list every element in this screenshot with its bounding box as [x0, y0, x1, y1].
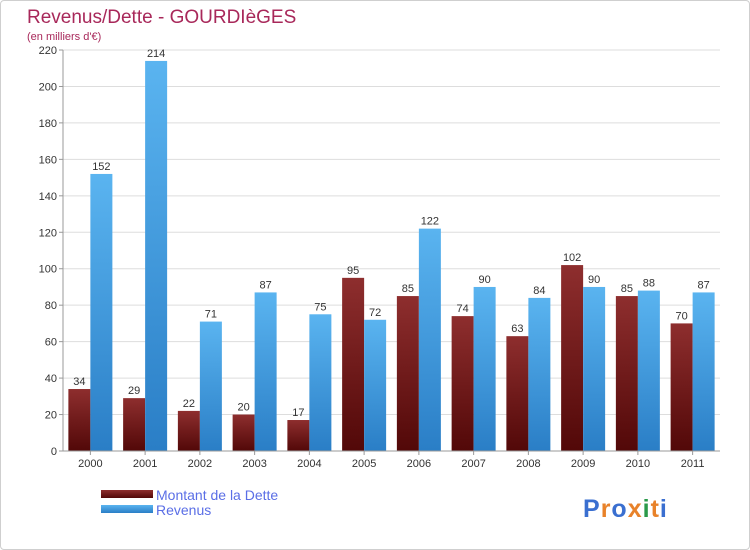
- y-tick-label: 60: [45, 337, 57, 349]
- x-tick-label: 2009: [571, 458, 595, 470]
- bar-dette: [396, 296, 419, 451]
- svg-text:Proxiti: Proxiti: [583, 495, 668, 523]
- value-label: 22: [183, 398, 195, 410]
- value-label: 90: [479, 274, 491, 286]
- y-tick-label: 100: [39, 264, 57, 276]
- proxiti-logo: Proxiti: [583, 495, 668, 523]
- value-label: 87: [260, 279, 272, 291]
- bar-dette: [451, 316, 474, 451]
- value-label: 17: [292, 407, 304, 419]
- x-tick-label: 2002: [188, 458, 212, 470]
- x-tick-label: 2003: [242, 458, 266, 470]
- x-tick-label: 2011: [681, 458, 705, 470]
- value-label: 122: [421, 216, 439, 228]
- bars: [68, 60, 715, 452]
- bar-dette: [670, 323, 693, 451]
- bar-revenus: [692, 292, 715, 451]
- bar-revenus: [199, 321, 222, 451]
- x-tick-label: 2000: [78, 458, 102, 470]
- value-label: 84: [533, 285, 545, 297]
- x-tick-label: 2007: [461, 458, 485, 470]
- legend-label-debt: Montant de la Dette: [156, 487, 278, 503]
- bar-revenus: [90, 173, 113, 452]
- bar-dette: [561, 265, 584, 451]
- bar-dette: [615, 296, 638, 451]
- bar-dette: [232, 414, 255, 451]
- value-label: 34: [73, 376, 85, 388]
- value-labels: 34 152 29 214 22 71 20 87 17 75 95 72 85 122 74 90 63 84 1…: [73, 48, 710, 419]
- x-axis-ticks: 2000 2001 2002 2003 2004 2005 2006 2007 2008 2009…: [78, 451, 704, 470]
- bar-revenus: [473, 286, 496, 451]
- legend-swatch-debt: [101, 490, 153, 498]
- bar-dette: [287, 420, 310, 451]
- gridlines: [63, 49, 720, 416]
- value-label: 71: [205, 309, 217, 321]
- bar-revenus: [528, 297, 551, 451]
- bar-dette: [177, 410, 200, 451]
- value-label: 72: [369, 307, 381, 319]
- value-label: 88: [643, 278, 655, 290]
- y-tick-label: 220: [39, 45, 57, 57]
- value-label: 90: [588, 274, 600, 286]
- bar-dette: [506, 336, 529, 451]
- value-label: 102: [563, 252, 581, 264]
- x-tick-label: 2005: [352, 458, 376, 470]
- bar-dette: [123, 398, 146, 451]
- bar-revenus: [364, 319, 387, 451]
- bar-dette: [342, 277, 365, 451]
- value-label: 214: [147, 48, 165, 60]
- y-tick-label: 200: [39, 81, 57, 93]
- legend: Montant de la Dette Revenus: [101, 487, 278, 518]
- value-label: 63: [511, 323, 523, 335]
- y-axis-ticks: 0 20 40 60 80 100 120 140 160 180 200 220: [39, 45, 64, 458]
- legend-label-revenus: Revenus: [156, 502, 211, 518]
- value-label: 74: [457, 303, 469, 315]
- bar-revenus: [583, 286, 606, 451]
- y-tick-label: 0: [51, 446, 57, 458]
- chart-title: Revenus/Dette - GOURDIèGES: [27, 7, 296, 28]
- bar-revenus: [637, 290, 660, 451]
- y-tick-label: 120: [39, 227, 57, 239]
- x-tick-label: 2008: [516, 458, 540, 470]
- value-label: 87: [698, 279, 710, 291]
- x-tick-label: 2010: [626, 458, 650, 470]
- y-tick-label: 160: [39, 154, 57, 166]
- y-tick-label: 20: [45, 410, 57, 422]
- value-label: 85: [621, 283, 633, 295]
- value-label: 70: [676, 310, 688, 322]
- value-label: 75: [314, 301, 326, 313]
- x-tick-label: 2001: [133, 458, 157, 470]
- x-tick-label: 2006: [407, 458, 431, 470]
- x-tick-label: 2004: [297, 458, 321, 470]
- value-label: 20: [238, 402, 250, 414]
- legend-swatch-revenus: [101, 505, 153, 513]
- bar-revenus: [309, 314, 332, 451]
- y-tick-label: 40: [45, 373, 57, 385]
- bar-dette: [68, 389, 91, 451]
- value-label: 29: [128, 385, 140, 397]
- bar-revenus: [145, 60, 168, 451]
- bar-revenus: [418, 228, 441, 451]
- y-tick-label: 180: [39, 118, 57, 130]
- value-label: 152: [92, 161, 110, 173]
- chart-subtitle: (en milliers d'€): [27, 31, 101, 43]
- value-label: 85: [402, 283, 414, 295]
- y-tick-label: 140: [39, 191, 57, 203]
- bar-revenus: [254, 292, 277, 451]
- value-label: 95: [347, 265, 359, 277]
- y-tick-label: 80: [45, 300, 57, 312]
